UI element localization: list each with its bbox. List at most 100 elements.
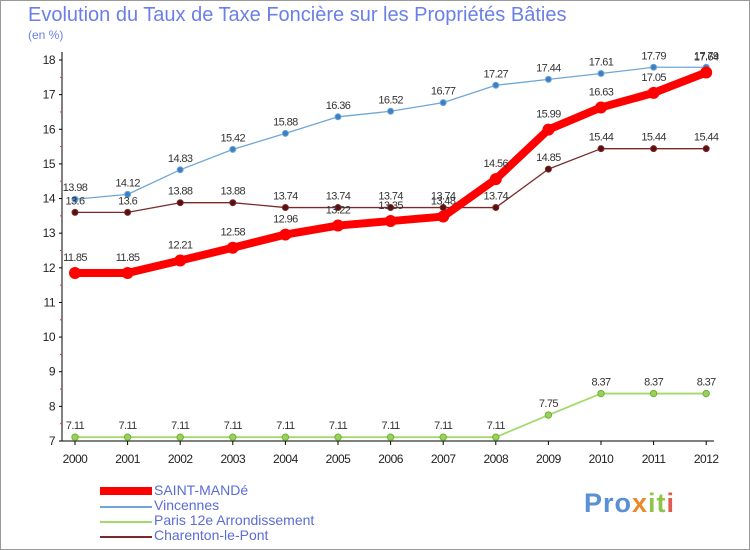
data-point-saint-mand <box>332 219 344 232</box>
x-tick-label: 2000 <box>63 452 89 466</box>
data-label-charenton-le-pont: 13.74 <box>273 191 298 203</box>
x-tick-label: 2004 <box>273 452 299 466</box>
y-tick-label: 16 <box>43 122 56 136</box>
y-tick-label: 15 <box>43 157 56 171</box>
data-point-vincennes <box>176 166 184 174</box>
proxiti-logo: Proxiti <box>584 488 675 519</box>
data-label-paris-12e-arrondissement: 7.11 <box>434 420 453 432</box>
data-label-paris-12e-arrondissement: 7.11 <box>276 420 295 432</box>
data-label-saint-mand: 13.48 <box>431 196 456 208</box>
data-point-charenton-le-pont <box>281 204 289 212</box>
data-point-charenton-le-pont <box>544 165 552 173</box>
legend-label: SAINT-MANDé <box>154 482 249 498</box>
data-label-charenton-le-pont: 13.74 <box>378 191 403 203</box>
data-label-vincennes: 17.79 <box>694 50 719 62</box>
data-point-paris-12e-arrondissement <box>123 433 132 441</box>
data-label-vincennes: 13.98 <box>63 182 88 194</box>
chart-title: Evolution du Taux de Taxe Foncière sur l… <box>28 4 567 26</box>
data-label-vincennes: 17.79 <box>641 50 666 62</box>
data-point-charenton-le-pont <box>597 145 605 153</box>
data-label-paris-12e-arrondissement: 7.11 <box>66 420 85 432</box>
data-label-saint-mand: 17.64 <box>694 51 719 63</box>
data-point-charenton-le-pont <box>124 208 132 216</box>
data-point-saint-mand <box>700 66 713 79</box>
data-label-saint-mand: 12.58 <box>221 227 246 239</box>
legend-swatch <box>100 536 152 538</box>
data-point-paris-12e-arrondissement <box>386 433 395 441</box>
x-tick-label: 2003 <box>220 452 246 466</box>
data-point-charenton-le-pont <box>439 204 447 212</box>
data-point-saint-mand <box>647 86 660 99</box>
data-point-saint-mand <box>489 173 502 186</box>
legend-swatch <box>100 506 152 508</box>
x-tick-label: 2002 <box>168 452 194 466</box>
logo-part-1: Pro <box>584 488 633 518</box>
y-tick-label: 14 <box>43 192 56 206</box>
data-label-charenton-le-pont: 13.74 <box>431 191 456 203</box>
data-label-saint-mand: 13.35 <box>378 200 403 212</box>
x-tick-label: 2010 <box>589 452 615 466</box>
x-tick-label: 2012 <box>694 452 720 466</box>
data-label-saint-mand: 11.85 <box>116 252 140 264</box>
data-label-vincennes: 17.61 <box>589 57 614 69</box>
data-label-paris-12e-arrondissement: 8.37 <box>591 377 610 389</box>
data-point-charenton-le-pont <box>702 145 710 153</box>
data-label-vincennes: 15.42 <box>221 132 246 144</box>
x-tick-label: 2008 <box>483 452 509 466</box>
x-tick-label: 2005 <box>326 452 352 466</box>
data-label-saint-mand: 17.05 <box>641 72 666 84</box>
legend-label: Paris 12e Arrondissement <box>154 512 315 528</box>
y-tick-label: 7 <box>49 434 56 448</box>
logo-part-4: i <box>666 488 676 518</box>
data-label-paris-12e-arrondissement: 8.37 <box>644 377 663 389</box>
data-label-charenton-le-pont: 13.74 <box>326 191 351 203</box>
data-label-vincennes: 14.12 <box>115 177 140 189</box>
data-point-saint-mand <box>121 267 134 280</box>
data-label-paris-12e-arrondissement: 7.11 <box>381 420 400 432</box>
legend-label: Charenton-le-Pont <box>154 527 269 543</box>
data-label-charenton-le-pont: 13.88 <box>168 186 193 198</box>
data-point-vincennes <box>597 70 605 78</box>
data-label-charenton-le-pont: 13.6 <box>118 195 137 207</box>
data-point-saint-mand <box>595 101 607 114</box>
data-point-vincennes <box>544 75 552 83</box>
data-point-paris-12e-arrondissement <box>702 389 710 398</box>
y-tick-label: 17 <box>43 88 56 102</box>
data-label-saint-mand: 16.63 <box>589 86 614 98</box>
data-point-paris-12e-arrondissement <box>334 433 342 441</box>
y-tick-label: 8 <box>49 399 56 413</box>
data-point-saint-mand <box>226 241 239 254</box>
data-label-saint-mand: 12.21 <box>168 240 193 252</box>
data-label-charenton-le-pont: 15.44 <box>694 132 719 144</box>
data-point-vincennes <box>71 195 79 203</box>
data-label-charenton-le-pont: 13.88 <box>221 186 246 198</box>
data-label-saint-mand: 14.56 <box>484 158 509 170</box>
data-label-charenton-le-pont: 13.74 <box>484 191 509 203</box>
data-point-saint-mand <box>384 215 397 228</box>
data-label-saint-mand: 11.85 <box>63 252 87 264</box>
y-tick-label: 12 <box>43 261 56 275</box>
data-point-paris-12e-arrondissement <box>229 433 237 441</box>
data-label-charenton-le-pont: 13.6 <box>65 195 84 207</box>
x-tick-label: 2011 <box>642 452 667 466</box>
data-point-vincennes <box>334 113 342 121</box>
data-point-saint-mand <box>174 254 187 267</box>
y-tick-label: 10 <box>43 330 56 344</box>
y-tick-label: 13 <box>43 226 56 240</box>
data-point-paris-12e-arrondissement <box>649 389 658 398</box>
data-label-charenton-le-pont: 15.44 <box>641 132 666 144</box>
data-label-paris-12e-arrondissement: 7.75 <box>539 398 558 410</box>
data-point-vincennes <box>492 81 500 89</box>
logo-part-3: it <box>648 488 667 518</box>
data-label-vincennes: 17.27 <box>484 68 509 80</box>
x-tick-label: 2001 <box>115 452 141 466</box>
logo-part-2: x <box>632 488 649 518</box>
data-point-vincennes <box>281 129 289 137</box>
data-label-paris-12e-arrondissement: 7.11 <box>171 420 190 432</box>
data-point-paris-12e-arrondissement <box>597 389 605 398</box>
data-label-vincennes: 17.44 <box>536 62 561 74</box>
x-tick-label: 2006 <box>378 452 404 466</box>
data-point-vincennes <box>229 145 237 153</box>
data-point-paris-12e-arrondissement <box>176 433 184 441</box>
